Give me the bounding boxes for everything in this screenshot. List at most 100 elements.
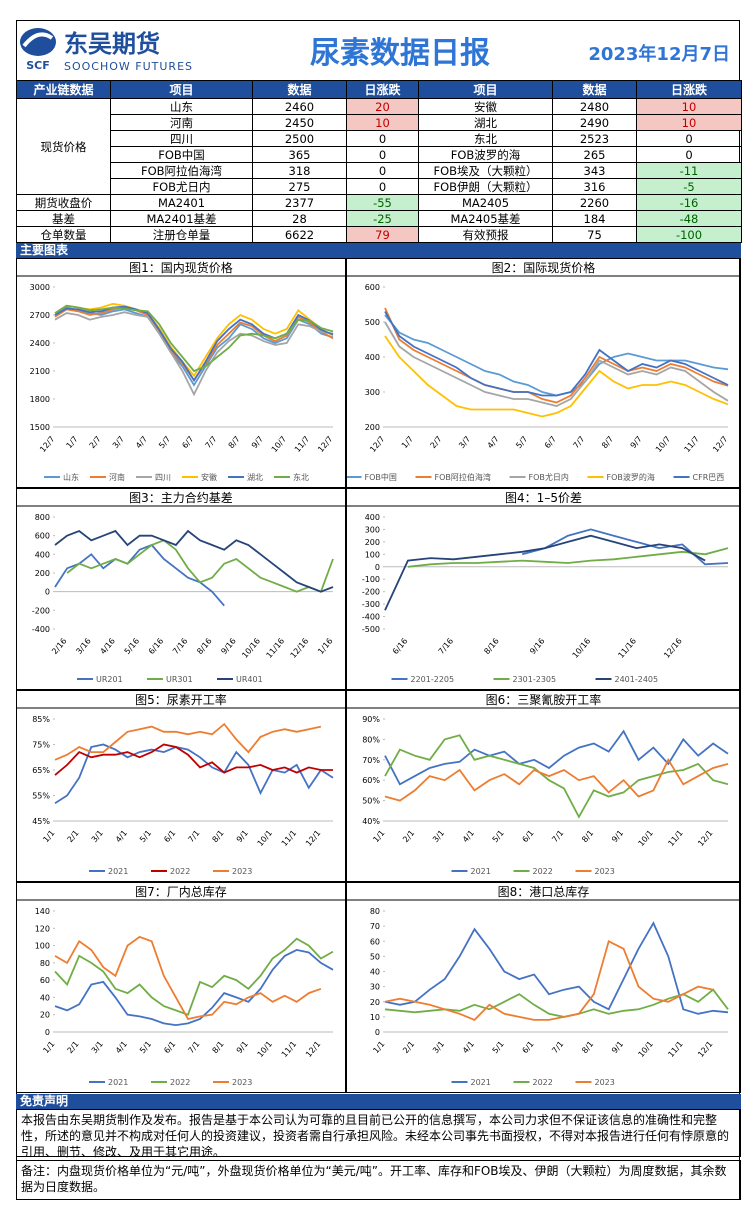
logo: SCF 东吴期货 SOOCHOW FUTURES xyxy=(20,28,193,73)
y-tick-label: -300 xyxy=(362,600,380,609)
change-cell: 10 xyxy=(636,114,742,131)
series-line xyxy=(54,935,322,1021)
x-tick-label: 3/1 xyxy=(90,1040,105,1056)
value-cell: 275 xyxy=(252,178,347,195)
chart: 图2：国际现货价格 200 300 400 500 600 12/7 1/7 2/7 3/7 4/7… xyxy=(345,260,742,482)
change-cell: -11 xyxy=(636,162,742,179)
x-tick-label: 3/1 xyxy=(90,829,105,845)
y-tick-label: 90% xyxy=(362,715,380,724)
legend-label: 湖北 xyxy=(247,473,263,482)
value-cell: 6622 xyxy=(252,226,347,243)
column-header: 日涨跌 xyxy=(346,80,419,99)
y-tick-label: -400 xyxy=(32,625,50,634)
value-cell: 2523 xyxy=(552,130,637,147)
y-tick-label: 80 xyxy=(370,907,380,916)
x-tick-label: 2/7 xyxy=(429,435,444,451)
x-tick-label: 5/16 xyxy=(123,637,141,657)
value-cell: 316 xyxy=(552,178,637,195)
x-tick-label: 12/7 xyxy=(316,435,334,455)
x-tick-label: 4/1 xyxy=(114,829,129,845)
change-cell: -5 xyxy=(636,178,742,195)
value-cell: 343 xyxy=(552,162,637,179)
y-tick-label: 70 xyxy=(370,922,380,931)
x-tick-label: 3/1 xyxy=(431,1040,446,1056)
y-tick-label: 10 xyxy=(370,1013,380,1022)
value-cell: 365 xyxy=(252,146,347,163)
legend-label: 2021 xyxy=(108,1078,128,1087)
x-tick-label: 7/7 xyxy=(204,435,219,451)
legend-label: FOB中国 xyxy=(365,472,397,482)
x-tick-label: 5/7 xyxy=(514,435,529,451)
x-tick-label: 8/1 xyxy=(580,1040,595,1056)
value-cell: 2480 xyxy=(552,98,637,115)
x-tick-label: 2/1 xyxy=(401,829,416,845)
y-tick-label: 600 xyxy=(365,283,380,292)
series-line xyxy=(384,335,729,418)
x-tick-label: 6/16 xyxy=(147,637,165,657)
change-cell: -16 xyxy=(636,194,742,211)
y-tick-label: 60 xyxy=(370,937,380,946)
x-tick-label: 1/1 xyxy=(41,829,56,845)
group-cell: 基差 xyxy=(16,210,111,227)
x-tick-label: 12/7 xyxy=(38,435,56,455)
change-cell: 10 xyxy=(346,114,419,131)
series-line xyxy=(54,529,334,593)
y-tick-label: 40 xyxy=(40,993,50,1002)
series-line xyxy=(54,543,225,607)
chart-title: 图3：主力合约基差 xyxy=(129,490,233,505)
legend-label: 2022 xyxy=(533,867,553,876)
x-tick-label: 7/1 xyxy=(550,1040,565,1056)
y-tick-label: 100 xyxy=(365,550,380,559)
x-tick-label: 1/7 xyxy=(400,435,415,451)
logo-en: SOOCHOW FUTURES xyxy=(64,60,193,73)
x-tick-label: 2/1 xyxy=(401,1040,416,1056)
table-row: 河南 2450 10 湖北 2490 10 xyxy=(17,114,742,131)
y-tick-label: 20 xyxy=(370,998,380,1007)
x-tick-label: 5/1 xyxy=(138,1040,153,1056)
x-tick-label: 8/7 xyxy=(227,435,242,451)
legend-label: FOB尤日内 xyxy=(529,472,569,482)
change-cell: 0 xyxy=(346,162,419,179)
y-tick-label: 0 xyxy=(375,1028,380,1037)
x-tick-label: 4/16 xyxy=(99,637,117,657)
x-tick-label: 11/1 xyxy=(280,1040,298,1060)
x-tick-label: 10/16 xyxy=(571,637,593,660)
x-tick-label: 11/16 xyxy=(264,637,286,660)
x-tick-label: 12/1 xyxy=(304,1040,322,1060)
x-tick-label: 11/1 xyxy=(666,829,684,849)
value-cell: 2450 xyxy=(252,114,347,131)
x-tick-label: 7/16 xyxy=(437,637,455,657)
chart: 图6：三聚氰胺开工率 40% 50% 60% 70% 80% 90% 1/1 2/1 3/1 4/1… xyxy=(347,692,742,876)
change-cell: 0 xyxy=(636,130,742,147)
item-cell: FOB尤日内 xyxy=(110,178,253,195)
series-line xyxy=(384,921,729,1015)
chart-title: 图1：国内现货价格 xyxy=(129,260,233,275)
x-tick-label: 6/16 xyxy=(391,637,409,657)
table-row: FOB阿拉伯海湾 318 0 FOB埃及（大颗粒） 343 -11 xyxy=(17,162,742,179)
x-tick-label: 9/1 xyxy=(235,829,250,845)
legend-label: FOB波罗的海 xyxy=(607,472,655,482)
section-heading: 主要图表 xyxy=(16,243,741,258)
chart-cell: 图1：国内现货价格 1500 1800 2100 2400 2700 3000 12/7 1/7… xyxy=(16,258,347,488)
item-cell: FOB伊朗（大颗粒） xyxy=(418,178,553,195)
table-row: 仓单数量 注册仓单量 6622 79 有效预报 75 -100 xyxy=(16,226,742,243)
series-line xyxy=(54,937,334,1016)
legend-label: 2023 xyxy=(595,1078,615,1087)
item-cell: FOB中国 xyxy=(110,146,253,163)
item-cell: 山东 xyxy=(110,98,253,115)
y-tick-label: 55% xyxy=(32,792,50,801)
y-tick-label: 400 xyxy=(35,550,50,559)
y-tick-label: 800 xyxy=(35,513,50,522)
x-tick-label: 11/7 xyxy=(683,435,701,455)
x-tick-label: 7/7 xyxy=(571,435,586,451)
chart-cell: 图4：1–5价差 -500 -400 -300 -200 -100 0 100 200 300 40… xyxy=(346,488,742,690)
x-tick-label: 4/1 xyxy=(114,1040,129,1056)
column-header: 产业链数据 xyxy=(16,80,111,99)
chart-title: 图7：厂内总库存 xyxy=(135,884,227,899)
legend-label: UR301 xyxy=(166,675,193,684)
value-cell: 2377 xyxy=(252,194,347,211)
x-tick-label: 8/1 xyxy=(580,829,595,845)
series-line xyxy=(384,311,729,397)
x-tick-label: 3/7 xyxy=(111,435,126,451)
